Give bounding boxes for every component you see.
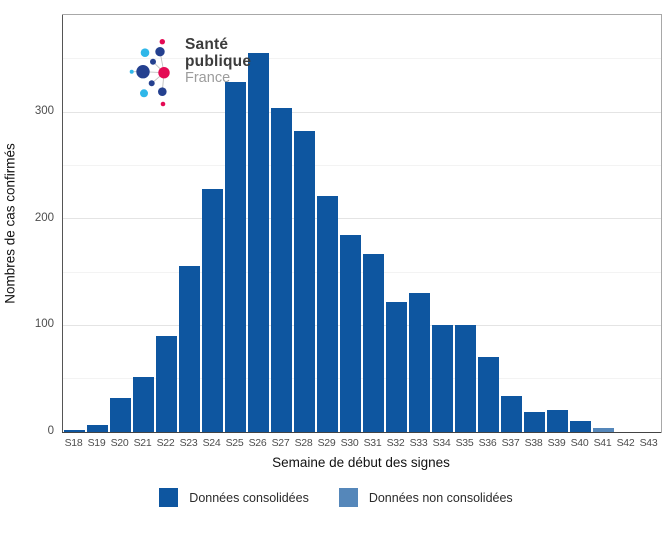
x-tick-label-S31: S31 — [363, 437, 382, 449]
x-tick-label-S34: S34 — [432, 437, 451, 449]
gridline-minor — [63, 164, 661, 166]
x-tick-label-S24: S24 — [202, 437, 221, 449]
y-tick-label: 100 — [34, 318, 54, 331]
plot-panel: Santé publique France — [62, 14, 662, 433]
legend-swatch-icon — [159, 488, 179, 507]
x-axis-title: Semaine de début des signes — [272, 455, 450, 470]
legend: Données consolidées Données non consolidé… — [0, 488, 672, 507]
bar-S38 — [524, 411, 545, 432]
x-tick-label-S26: S26 — [248, 437, 267, 449]
x-tick-label-S37: S37 — [501, 437, 520, 449]
x-tick-label-S32: S32 — [386, 437, 405, 449]
bar-S37 — [501, 395, 522, 432]
x-tick-label-S43: S43 — [639, 437, 658, 449]
bar-S36 — [478, 357, 499, 432]
bar-S31 — [363, 253, 384, 432]
sante-publique-france-logo: Santé publique France — [129, 32, 251, 112]
bar-S25 — [225, 82, 246, 432]
logo-line3: France — [185, 70, 231, 86]
bar-S26 — [248, 53, 269, 432]
gridline-minor — [63, 271, 661, 273]
y-tick-label: 0 — [47, 425, 54, 437]
legend-label: Données consolidées — [189, 490, 309, 505]
x-tick-label-S29: S29 — [317, 437, 336, 449]
x-tick-label-S40: S40 — [570, 437, 589, 449]
bar-S34 — [432, 325, 453, 432]
x-tick-label-S39: S39 — [547, 437, 566, 449]
x-tick-label-S19: S19 — [87, 437, 106, 449]
y-tick-label: 300 — [34, 105, 54, 118]
x-tick-label-S27: S27 — [271, 437, 290, 449]
legend-item: Données non consolidées — [338, 488, 513, 507]
gridline-minor — [63, 378, 661, 380]
x-tick-label-S21: S21 — [133, 437, 152, 449]
bar-S20 — [110, 397, 131, 432]
bar-S19 — [87, 424, 108, 432]
x-tick-label-S22: S22 — [156, 437, 175, 449]
x-tick-label-S30: S30 — [340, 437, 359, 449]
bar-S23 — [179, 265, 200, 432]
gridline-major — [63, 218, 661, 220]
bar-S18 — [64, 429, 85, 432]
logo-dots-icon — [129, 39, 170, 107]
bar-S28 — [294, 131, 315, 432]
gridline-major — [63, 324, 661, 326]
legend-item: Données consolidées — [159, 488, 309, 507]
x-tick-label-S25: S25 — [225, 437, 244, 449]
y-axis-line — [62, 15, 63, 432]
gridline-major — [63, 111, 661, 113]
x-tick-label-S36: S36 — [478, 437, 497, 449]
bar-S22 — [156, 336, 177, 432]
x-tick-label-S20: S20 — [110, 437, 129, 449]
bar-S33 — [409, 293, 430, 432]
x-tick-label-S42: S42 — [616, 437, 635, 449]
bar-S39 — [547, 409, 568, 432]
bar-S32 — [386, 301, 407, 432]
logo-text: Santé publique France — [185, 36, 251, 87]
x-tick-label-S35: S35 — [455, 437, 474, 449]
bar-S35 — [455, 325, 476, 432]
bar-S24 — [202, 188, 223, 432]
x-tick-label-S18: S18 — [64, 437, 83, 449]
bar-S27 — [271, 107, 292, 432]
x-tick-label-S33: S33 — [409, 437, 428, 449]
bar-S21 — [133, 376, 154, 432]
x-tick-label-S28: S28 — [294, 437, 313, 449]
x-tick-label-S38: S38 — [524, 437, 543, 449]
gridline-minor — [63, 58, 661, 60]
y-tick-label: 200 — [34, 211, 54, 224]
bar-S41 — [593, 427, 614, 432]
bar-S29 — [317, 196, 338, 432]
legend-label: Données non consolidées — [368, 490, 513, 505]
x-axis-line — [62, 432, 661, 433]
logo-line2: publique — [185, 53, 252, 70]
x-tick-label-S23: S23 — [179, 437, 198, 449]
bar-S30 — [340, 234, 361, 432]
legend-swatch-icon — [338, 488, 358, 507]
bar-S40 — [570, 421, 591, 432]
x-tick-label-S41: S41 — [593, 437, 612, 449]
logo-line1: Santé — [185, 36, 229, 53]
